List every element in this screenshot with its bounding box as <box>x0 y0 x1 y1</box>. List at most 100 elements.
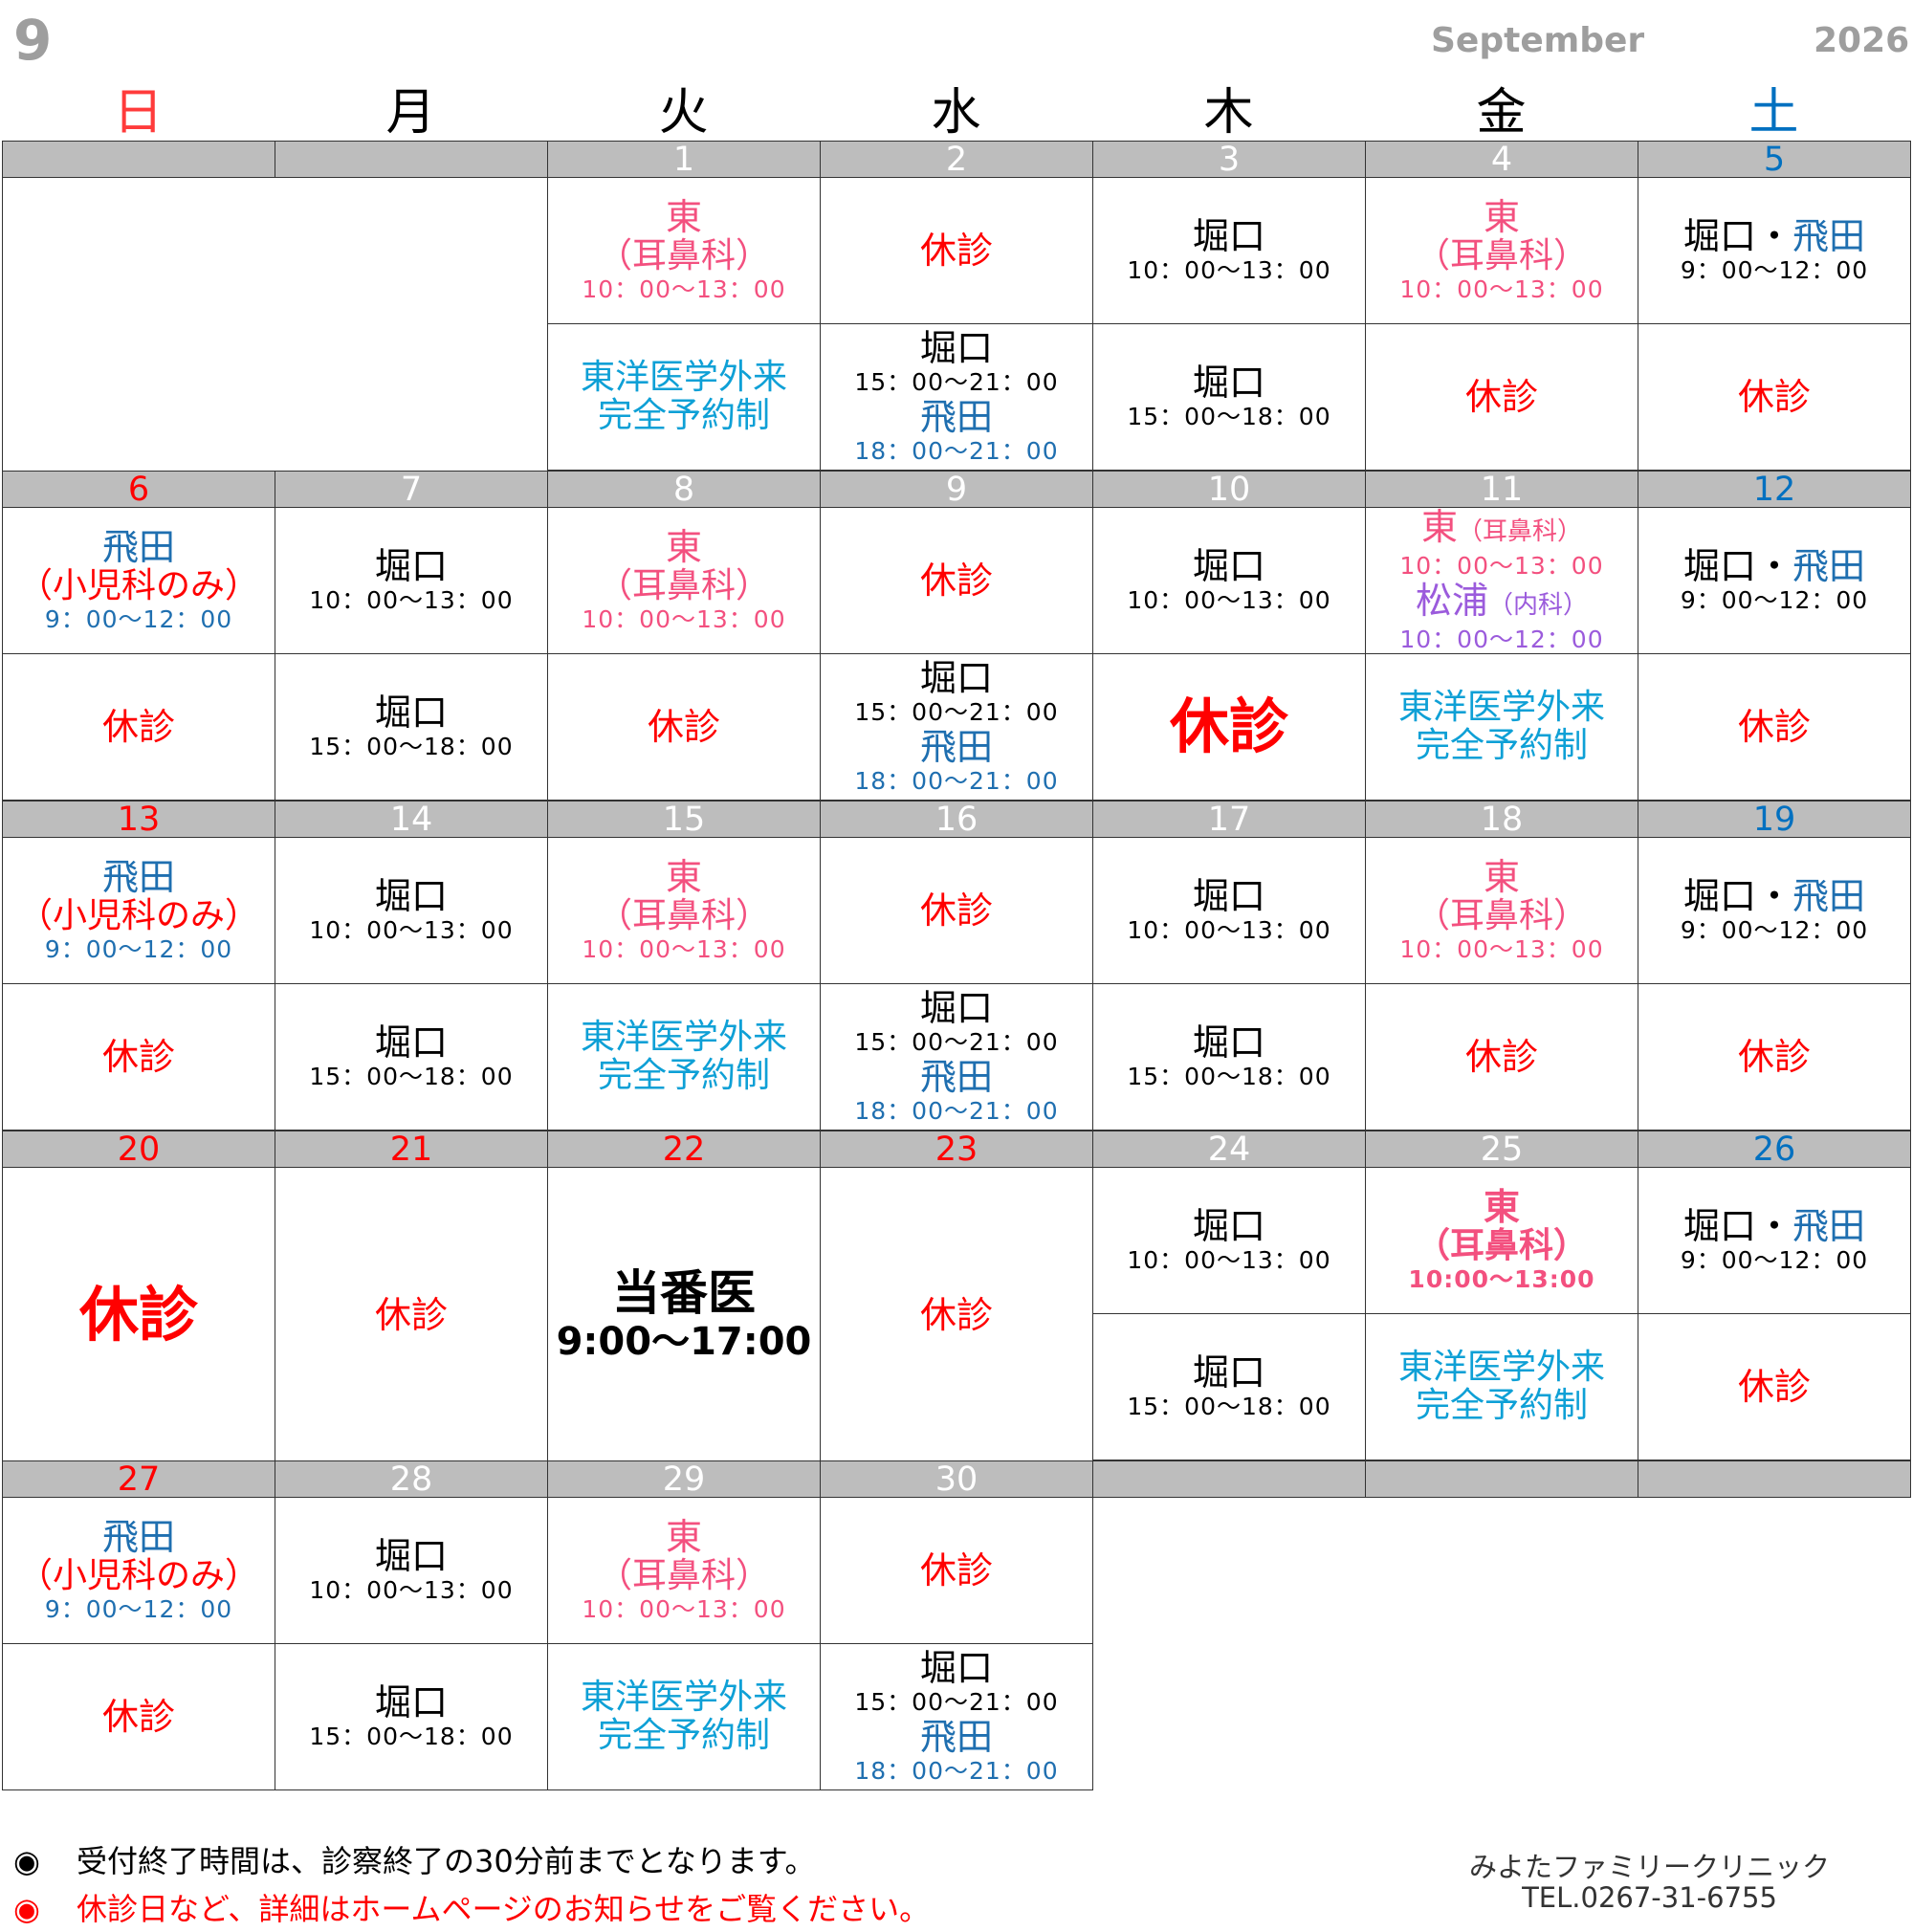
date-number: 23 <box>820 1131 1093 1169</box>
date-number: 14 <box>275 801 548 839</box>
doctor-name-part: 堀口 <box>1682 545 1756 587</box>
schedule-text: 飛田 <box>919 1056 993 1098</box>
date-number <box>1365 1460 1638 1498</box>
date-number: 9 <box>820 471 1093 509</box>
date-number: 6 <box>2 471 275 509</box>
closed-label: 休診 <box>101 706 175 748</box>
afternoon-slot: 東洋医学外来 完全予約制 <box>1365 653 1638 801</box>
weekday-label: 日 <box>113 84 164 142</box>
schedule-text: 飛田 <box>101 526 175 568</box>
date-number: 15 <box>547 801 821 839</box>
afternoon-slot: 東洋医学外来 完全予約制 <box>547 323 821 471</box>
doctor-line: 堀口・飛田 <box>1683 216 1865 256</box>
schedule-text: （小児科のみ） <box>17 896 259 935</box>
schedule-text: 飛田 <box>101 1516 175 1558</box>
day-cell-full: 休診 <box>275 1167 548 1462</box>
weekday-label: 水 <box>931 84 981 142</box>
closed-label: 休診 <box>919 560 993 602</box>
weekday-label: 金 <box>1476 84 1527 142</box>
date-number <box>1092 1460 1366 1498</box>
date-number <box>1638 1460 1911 1498</box>
note-reception-text: 受付終了時間は、診察終了の30分前までとなります。 <box>77 1843 816 1879</box>
schedule-text: 堀口 <box>374 545 448 587</box>
month-number: 9 <box>13 8 53 73</box>
date-number: 27 <box>2 1460 275 1499</box>
date-number: 30 <box>820 1460 1093 1499</box>
time-range: 10：00～12：00 <box>1399 626 1604 653</box>
morning-slot: 東（耳鼻科） 10：00～13：00 <box>547 1497 821 1644</box>
doctor-name-part: （耳鼻科） <box>1458 517 1583 546</box>
time-range: 10：00～13：00 <box>1127 256 1331 284</box>
weekday-label: 火 <box>658 84 709 142</box>
morning-slot: 堀口 10：00～13：00 <box>275 837 548 984</box>
afternoon-slot: 休診 <box>1638 983 1911 1131</box>
time-range: 18：00～21：00 <box>854 1097 1059 1125</box>
morning-slot: 休診 <box>820 837 1093 984</box>
afternoon-slot: 堀口 15：00～18：00 <box>1092 323 1366 471</box>
morning-slot: 堀口・飛田 9：00～12：00 <box>1638 1167 1911 1314</box>
afternoon-slot: 堀口 15：00～21：00 飛田 18：00～21：00 <box>820 653 1093 801</box>
time-range: 18：00～21：00 <box>854 437 1059 465</box>
schedule-text: 堀口 <box>1192 215 1265 257</box>
doctor-name-part: 堀口 <box>1682 1205 1756 1247</box>
doctor-name-part: ・ <box>1755 215 1792 257</box>
time-range: 10：00～13：00 <box>582 275 786 303</box>
schedule-text: 東洋医学外来 <box>1397 688 1605 727</box>
morning-slot: 堀口・飛田 9：00～12：00 <box>1638 177 1911 324</box>
time-range: 15：00～18：00 <box>1127 1063 1331 1090</box>
date-number: 8 <box>547 471 821 509</box>
schedule-text: （耳鼻科） <box>597 236 770 275</box>
time-range: 9：00～12：00 <box>44 935 233 963</box>
time-range: 10：00～13：00 <box>1127 1246 1331 1274</box>
closed-label: 休診 <box>1737 1036 1811 1078</box>
morning-slot: 東（耳鼻科） 10：00～13：00 <box>547 177 821 324</box>
afternoon-slot: 休診 <box>1638 653 1911 801</box>
doctor-name-part: ・ <box>1755 545 1792 587</box>
date-number: 21 <box>275 1131 548 1169</box>
time-range: 10：00～13：00 <box>309 916 514 944</box>
afternoon-slot: 東洋医学外来 完全予約制 <box>547 983 821 1131</box>
schedule-text: 堀口 <box>374 875 448 917</box>
date-number: 4 <box>1365 141 1638 179</box>
afternoon-slot: 堀口 15：00～18：00 <box>1092 1313 1366 1460</box>
afternoon-slot: 堀口 15：00～21：00 飛田 18：00～21：00 <box>820 323 1093 471</box>
afternoon-slot: 堀口 15：00～21：00 飛田 18：00～21：00 <box>820 1643 1093 1790</box>
date-number <box>275 141 548 178</box>
weekday-label: 土 <box>1748 84 1799 142</box>
clinic-tel: TEL.0267-31-6755 <box>1522 1881 1777 1914</box>
schedule-text: 東洋医学外来 <box>580 1018 787 1057</box>
closed-label: 休診 <box>919 1549 993 1592</box>
time-range: 15：00～18：00 <box>1127 1393 1331 1420</box>
day-cell-full: 休診 <box>820 1167 1093 1462</box>
schedule-text: （耳鼻科） <box>597 896 770 935</box>
schedule-text: （耳鼻科） <box>1415 1226 1588 1265</box>
schedule-text: 堀口 <box>1192 362 1265 404</box>
schedule-text: 堀口 <box>1192 875 1265 917</box>
schedule-text: 堀口 <box>919 1647 993 1689</box>
empty-cell <box>2 177 548 472</box>
morning-slot: 堀口 10：00～13：00 <box>275 507 548 654</box>
clinic-info: みよたファミリークリニック TEL.0267-31-6755 <box>1469 1852 1830 1913</box>
schedule-text: （耳鼻科） <box>1415 896 1588 935</box>
morning-slot: 堀口 10：00～13：00 <box>1092 507 1366 654</box>
schedule-text: 堀口 <box>374 1681 448 1723</box>
time-range: 10：00～13：00 <box>1127 916 1331 944</box>
time-range: 15：00～18：00 <box>309 1063 514 1090</box>
doctor-name-part: ・ <box>1755 1205 1792 1247</box>
doctor-name-part: 飛田 <box>1792 875 1866 917</box>
closed-label: 休診 <box>1169 692 1288 761</box>
schedule-text: 飛田 <box>101 856 175 898</box>
date-number: 25 <box>1365 1131 1638 1169</box>
closed-label: 休診 <box>374 1293 448 1336</box>
time-range: 10：00～13：00 <box>582 605 786 633</box>
time-range: 10：00～13：00 <box>582 1595 786 1623</box>
morning-slot: 堀口 10：00～13：00 <box>1092 837 1366 984</box>
closed-label: 休診 <box>101 1696 175 1738</box>
morning-slot: 休診 <box>820 1497 1093 1644</box>
date-number: 18 <box>1365 801 1638 839</box>
closed-label: 休診 <box>1737 1366 1811 1408</box>
schedule-text: 飛田 <box>919 726 993 768</box>
afternoon-slot: 休診 <box>1638 323 1911 471</box>
time-range: 15：00～21：00 <box>854 368 1059 396</box>
afternoon-slot: 堀口 15：00～18：00 <box>275 983 548 1131</box>
